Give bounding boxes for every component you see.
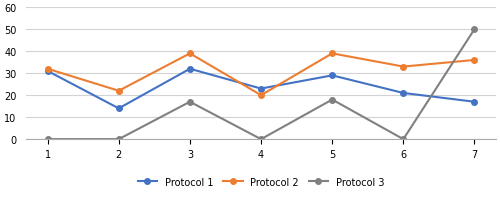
Protocol 1	[472, 101, 478, 103]
Protocol 3	[400, 138, 406, 141]
Protocol 2	[116, 90, 122, 92]
Protocol 2	[187, 53, 193, 55]
Line: Protocol 1: Protocol 1	[45, 67, 478, 112]
Protocol 2	[44, 68, 51, 71]
Protocol 3	[472, 29, 478, 31]
Protocol 2	[329, 53, 335, 55]
Protocol 1	[400, 92, 406, 95]
Protocol 1	[258, 88, 264, 90]
Protocol 1	[187, 68, 193, 71]
Protocol 2	[472, 59, 478, 62]
Protocol 2	[400, 66, 406, 68]
Protocol 2	[258, 94, 264, 97]
Protocol 3	[116, 138, 122, 141]
Legend: Protocol 1, Protocol 2, Protocol 3: Protocol 1, Protocol 2, Protocol 3	[134, 173, 388, 191]
Protocol 3	[187, 101, 193, 103]
Protocol 1	[116, 108, 122, 110]
Protocol 1	[329, 75, 335, 77]
Line: Protocol 3: Protocol 3	[45, 27, 478, 142]
Protocol 3	[258, 138, 264, 141]
Protocol 3	[44, 138, 51, 141]
Protocol 3	[329, 99, 335, 101]
Line: Protocol 2: Protocol 2	[45, 51, 478, 98]
Protocol 1	[44, 70, 51, 73]
